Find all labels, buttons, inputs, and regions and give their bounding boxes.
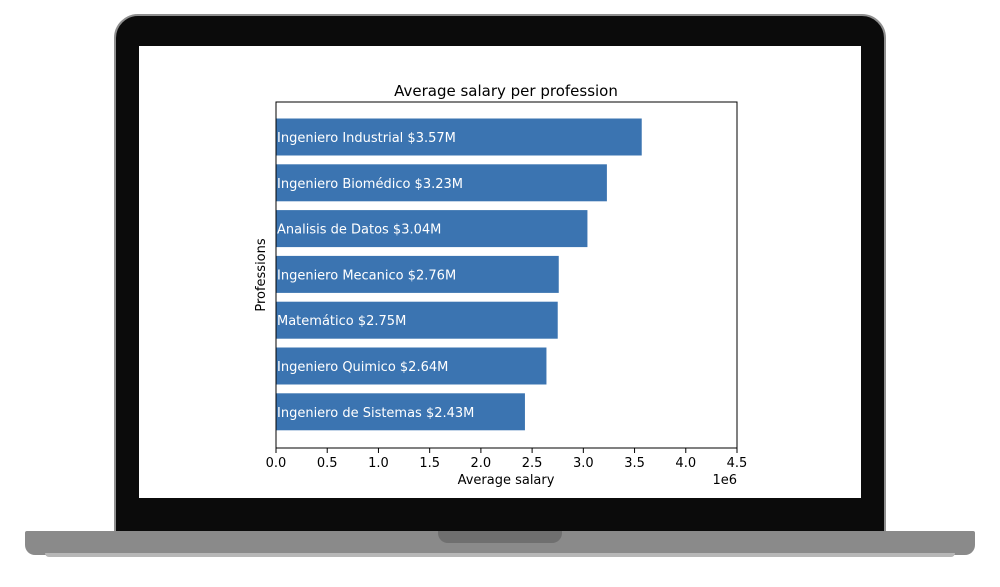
bar-label-2: Analisis de Datos $3.04M (277, 223, 441, 238)
x-tick-label-7: 3.5 (624, 456, 645, 471)
bar-label-1: Ingeniero Biomédico $3.23M (277, 177, 463, 192)
x-tick-label-3: 1.5 (419, 456, 440, 471)
x-tick-label-0: 0.0 (266, 456, 287, 471)
x-tick-label-9: 4.5 (727, 456, 748, 471)
x-tick-label-2: 1.0 (368, 456, 389, 471)
bar-label-0: Ingeniero Industrial $3.57M (277, 131, 456, 146)
x-tick-label-4: 2.0 (471, 456, 492, 471)
x-axis-label: Average salary (458, 473, 555, 488)
bar-label-6: Ingeniero de Sistemas $2.43M (277, 406, 474, 421)
x-tick-label-5: 2.5 (522, 456, 543, 471)
y-axis-label: Professions (254, 238, 269, 312)
bar-5 (276, 347, 547, 385)
bar-6 (276, 393, 525, 431)
bar-3 (276, 255, 559, 293)
x-axis-ticks: 0.0 0.5 1.0 1.5 2.0 2.5 3.0 3.5 4.0 4.5 (266, 448, 748, 471)
bar-4 (276, 301, 558, 339)
chart-title: Average salary per profession (394, 82, 618, 100)
laptop-notch (438, 531, 562, 543)
plot-frame (275, 101, 738, 449)
bars-group (276, 118, 642, 431)
bar-label-3: Ingeniero Mecanico $2.76M (277, 268, 456, 283)
bar-labels-group: Ingeniero Industrial $3.57M Ingeniero Bio… (277, 131, 474, 421)
bar-label-4: Matemático $2.75M (277, 314, 406, 329)
bar-1 (276, 164, 607, 202)
x-tick-label-6: 3.0 (573, 456, 594, 471)
x-tick-label-8: 4.0 (675, 456, 696, 471)
bar-label-5: Ingeniero Quimico $2.64M (277, 360, 448, 375)
x-tick-label-1: 0.5 (317, 456, 338, 471)
x-offset-label: 1e6 (712, 473, 737, 488)
laptop-foot (45, 553, 955, 557)
bar-0 (276, 118, 642, 156)
bar-2 (276, 210, 588, 248)
